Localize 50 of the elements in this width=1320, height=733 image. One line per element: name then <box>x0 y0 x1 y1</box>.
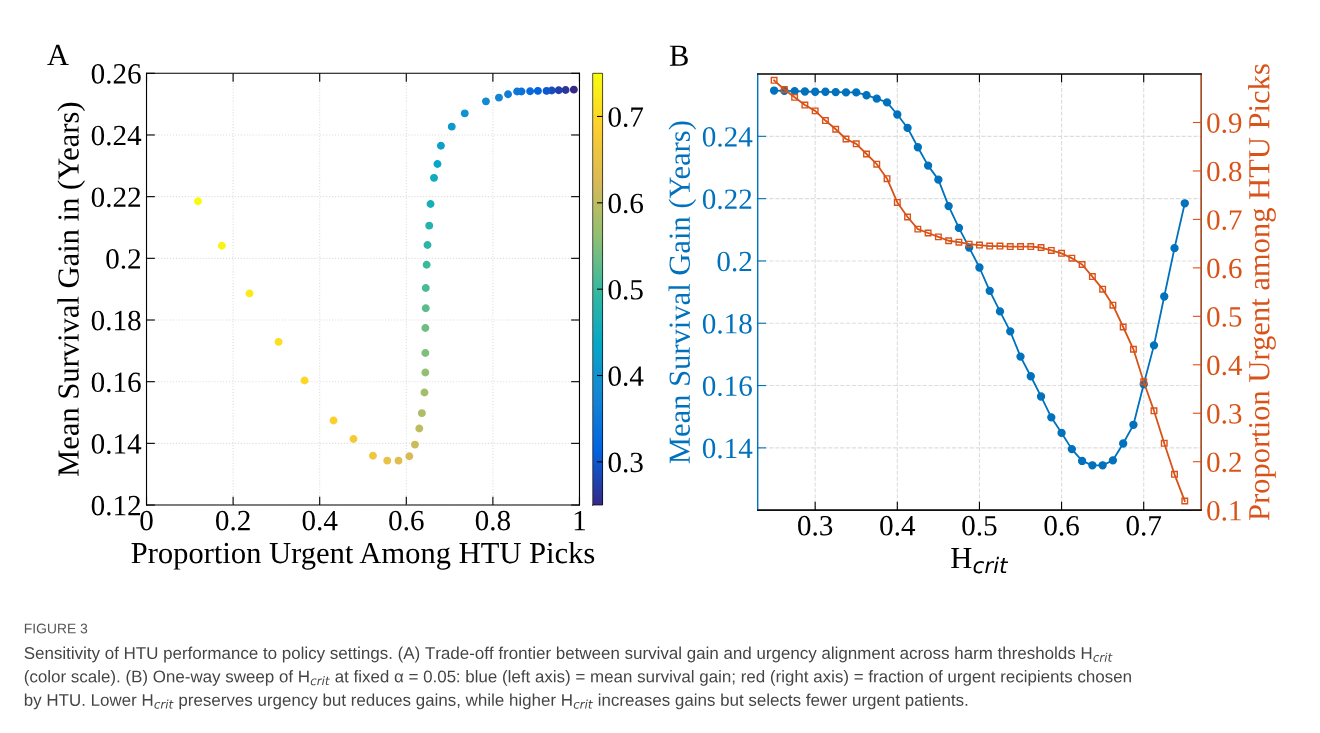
y-tick-label: 0.2 <box>106 249 141 269</box>
x-tick-label: 0.3 <box>798 515 833 536</box>
y-tick-label: 0.24 <box>91 125 142 146</box>
y-tick-label: 0.26 <box>91 64 141 84</box>
color-bar-label: 0.5 <box>608 279 643 300</box>
text: by HTU. Lower H$_{crit}$ preserves urgency but reduces gains, while higher H$_{crit}$ increases gains but selects fewer urgent patients. <box>24 693 968 710</box>
color-bar-label: 0.3 <box>608 452 643 473</box>
y-tick-label: 0.14 <box>91 434 142 454</box>
color-bar-label: 0.4 <box>608 366 644 387</box>
y2-tick-label: 0.6 <box>1207 258 1242 279</box>
y2-tick-label: 0.2 <box>1207 452 1241 473</box>
y-tick-label: 0.16 <box>702 376 752 397</box>
x-tick-label: 0 <box>140 510 153 531</box>
y-axis-title: Mean Survival Gain in (Years) <box>57 102 86 476</box>
text: Sensitivity of HTU performance to policy settings. (A) Trade-off frontier between survival gain and urgency alignment across harm thresholds H$_{crit}$ <box>24 646 1113 663</box>
y2-tick-label: 0.5 <box>1207 307 1242 327</box>
y-tick-label: 0.18 <box>91 310 141 331</box>
y-tick-label: 0.16 <box>91 372 141 393</box>
y-tick-label: 0.18 <box>702 313 752 334</box>
y-tick-label: 0.24 <box>702 127 753 147</box>
color-bar-label: 0.7 <box>608 107 644 128</box>
x-tick-label: 0.4 <box>302 510 338 531</box>
y2-axis-title: Proportion Urgent among HTU Picks <box>1248 64 1276 521</box>
y2-tick-label: 0.7 <box>1207 210 1242 230</box>
x-tick-label: 1 <box>574 510 586 531</box>
color-bar-label: 0.6 <box>608 193 644 214</box>
y2-tick-label: 0.3 <box>1207 403 1242 424</box>
x-tick-label: 0.5 <box>962 515 997 536</box>
y2-tick-label: 0.1 <box>1207 500 1241 521</box>
x-tick-label: 0.6 <box>389 510 424 531</box>
y-tick-label: 0.22 <box>702 189 752 210</box>
y2-tick-label: 0.4 <box>1207 355 1243 376</box>
x-tick-label: 0.4 <box>880 515 916 536</box>
y-tick-label: 0.14 <box>702 438 753 459</box>
x-tick-label: 0.7 <box>1126 515 1162 536</box>
chart-title: A <box>47 44 69 65</box>
y2-tick-label: 0.8 <box>1207 161 1242 182</box>
x-axis-title: Proportion Urgent Among HTU Picks <box>131 541 595 570</box>
y-axis-title: Mean Survival Gain (Years) <box>668 121 697 464</box>
x-tick-label: 0.8 <box>475 510 511 531</box>
y-tick-label: 0.2 <box>717 251 752 272</box>
text: (color scale). (B) One-way sweep of H$_{crit}$ at fixed α = 0.05: blue (left axis) = mean survival gain; red (right axis) = fraction of urgent recipients chosen <box>24 670 1131 686</box>
x-tick-label: 0.6 <box>1044 515 1079 536</box>
y-tick-label: 0.22 <box>91 187 141 208</box>
y2-tick-label: 0.9 <box>1207 113 1242 134</box>
caption: FIGURE 3 <box>24 623 88 634</box>
x-axis-title: H$_{crit}$ <box>951 548 1009 574</box>
chart-title: B <box>669 45 688 66</box>
x-tick-label: 0.2 <box>215 510 250 531</box>
y-tick-label: 0.12 <box>91 495 141 516</box>
